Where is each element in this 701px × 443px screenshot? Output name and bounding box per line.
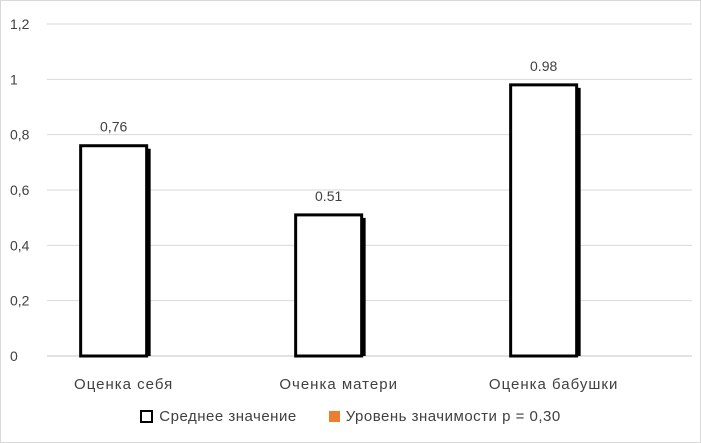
legend: Среднее значение Уровень значимости p = … (0, 408, 701, 425)
x-category-label: Оценка себя (74, 376, 173, 393)
x-category-label: Оценка бабушки (489, 376, 618, 393)
legend-item-significance: Уровень значимости p = 0,30 (328, 408, 561, 425)
bar (79, 144, 149, 358)
bar (294, 213, 364, 358)
y-tick-label: 0,2 (10, 293, 30, 309)
legend-item-mean: Среднее значение (140, 408, 296, 425)
legend-label-mean: Среднее значение (159, 408, 297, 425)
data-label: 0,76 (100, 119, 127, 135)
y-tick-label: 0,6 (10, 182, 30, 198)
x-category-label: Оченка матери (279, 376, 398, 393)
legend-label-significance: Уровень значимости p = 0,30 (345, 408, 561, 425)
legend-swatch-significance (328, 411, 340, 422)
y-tick-label: 0,4 (10, 237, 30, 253)
y-tick-label: 0 (10, 348, 18, 364)
y-tick-label: 1 (10, 71, 18, 87)
y-tick-label: 1,2 (10, 16, 30, 32)
legend-swatch-mean (140, 410, 154, 423)
y-tick-label: 0,8 (10, 127, 30, 143)
data-label: 0.51 (315, 188, 342, 204)
bar (509, 83, 579, 358)
data-label: 0.98 (530, 58, 557, 74)
